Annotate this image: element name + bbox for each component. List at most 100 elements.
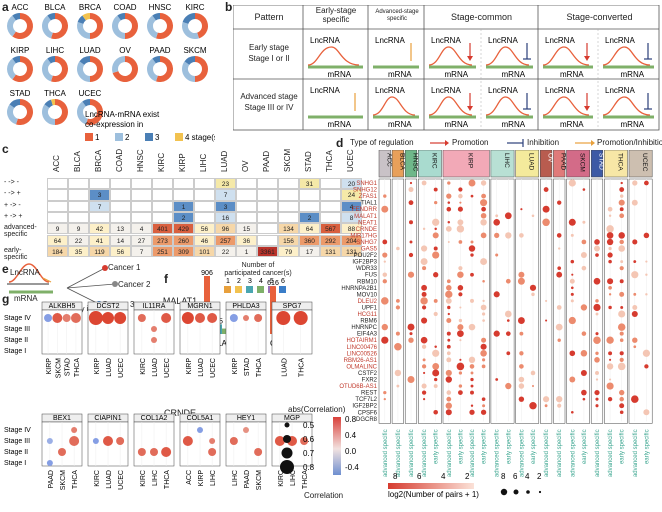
d-dot: [447, 181, 451, 185]
heat-cell: 20: [341, 178, 362, 190]
heat-cell: 17: [299, 245, 320, 258]
d-color-tick: 4: [441, 472, 446, 481]
d-dot: [520, 208, 523, 211]
d-dot: [570, 233, 574, 237]
heat-cell: 15: [236, 223, 257, 235]
d-dot: [382, 252, 388, 258]
g-cancer-tick: THCA: [74, 358, 81, 377]
g-stage-label: Stage III: [4, 326, 30, 333]
donut-slice-skcm-2: [181, 61, 195, 82]
d-dot: [409, 240, 413, 244]
d-dot: [457, 285, 464, 291]
g-legend-size-dot: [283, 435, 291, 443]
d-dot: [468, 245, 476, 252]
d-dot: [594, 357, 600, 363]
f-legend-num-2: 2: [237, 278, 241, 285]
d-gene-label: LINC00476: [347, 345, 378, 351]
g-cancer-tick: KIRP: [186, 358, 193, 375]
d-dot: [619, 239, 624, 245]
heat-cell: 2: [173, 211, 194, 224]
heat-cell: 119: [89, 245, 110, 258]
heat-cell: 360: [299, 234, 320, 246]
g-cancer-tick: SKCM: [55, 358, 62, 378]
d-dot: [482, 358, 486, 362]
d-dot: [433, 384, 438, 389]
d-gene-label: HNRNPC: [351, 325, 377, 331]
d-gene-label: CPSF6: [358, 410, 378, 416]
d-dot: [608, 305, 612, 310]
g-gene-name-phlda3: PHLDA3: [232, 303, 259, 310]
b-mrna-label: mRNA: [502, 70, 526, 79]
d-size-dot: [513, 489, 519, 495]
d-cancer-label-ov: OV: [547, 153, 554, 163]
g-dot: [243, 427, 249, 433]
f-legend-num-4: 4: [259, 278, 263, 285]
b-mrna-label: mRNA: [388, 120, 412, 129]
d-dot: [482, 299, 485, 303]
b-mrna-label: mRNA: [328, 120, 352, 129]
d-dot: [493, 330, 500, 337]
d-cancer-strip-acc: [378, 150, 391, 178]
g-dot: [103, 436, 113, 446]
d-dot: [396, 384, 400, 388]
g-dot: [229, 314, 238, 322]
b-arrowhead: [584, 56, 590, 61]
g-cancer-tick: LIHC: [210, 470, 217, 486]
legend-title-1: LncRNA-mRNA exist: [85, 110, 160, 119]
g-gene-name-mgp: MGP: [284, 415, 300, 422]
d-dot: [493, 291, 500, 298]
d-dot: [580, 369, 587, 376]
d-dot: [545, 319, 548, 322]
heat-row-label: + -> +: [4, 212, 23, 220]
d-dot: [422, 227, 426, 231]
d-dot: [632, 239, 638, 245]
donut-slice-blca-2: [41, 15, 53, 39]
d-color-tick: 8: [393, 472, 398, 481]
pattern-header: Pattern: [254, 12, 284, 22]
legend-item-1: 1: [95, 133, 100, 142]
heat-cell: [89, 178, 110, 190]
heat-cell: [278, 211, 299, 224]
g-cancer-tick: KIRC: [94, 470, 101, 487]
early-specific-header: Early-stage specific: [315, 6, 357, 24]
g-dot: [92, 438, 99, 444]
d-dot: [480, 343, 487, 350]
donut-slice-acc-3: [12, 13, 20, 21]
d-dot: [594, 245, 600, 252]
g-dot: [116, 437, 125, 445]
d-dot: [619, 357, 624, 362]
d-dot: [481, 397, 486, 401]
d-dot: [459, 339, 462, 342]
donut-slice-acc-1: [12, 13, 33, 39]
heat-cell: 4: [341, 200, 362, 212]
g-dot: [207, 313, 218, 323]
d-dot: [608, 259, 612, 264]
heat-cell: [299, 189, 320, 201]
d-gene-label: HNRNPA2B1: [341, 286, 377, 292]
d-dot: [518, 396, 525, 402]
g-cancer-tick: PAAD: [48, 470, 55, 489]
d-dot: [482, 279, 485, 283]
d-dot: [470, 194, 474, 198]
d-cancer-label-thca: THCA: [616, 153, 623, 171]
d-dot: [421, 364, 427, 369]
d-dot: [504, 310, 512, 318]
g-cancer-tick: LUAD: [281, 358, 288, 377]
heat-cell: 27: [131, 234, 152, 246]
d-dot: [543, 187, 549, 192]
d-dot: [458, 384, 463, 388]
d-dot: [557, 200, 562, 205]
b-arrowhead: [584, 106, 590, 111]
b-lnc-label: LncRNA: [310, 36, 340, 45]
g-dot: [151, 337, 157, 343]
g-dot: [300, 437, 309, 445]
d-dot: [458, 240, 463, 244]
f-legend-swatch-1: [224, 286, 231, 293]
g-cancer-tick: LIHC: [232, 470, 239, 486]
d-gene-label: CRNDE: [356, 227, 377, 233]
d-dot: [619, 410, 624, 415]
g-dot: [229, 437, 238, 445]
f-legend-swatch-3: [246, 286, 253, 293]
g-dot: [182, 436, 193, 446]
d-dot: [409, 181, 413, 185]
